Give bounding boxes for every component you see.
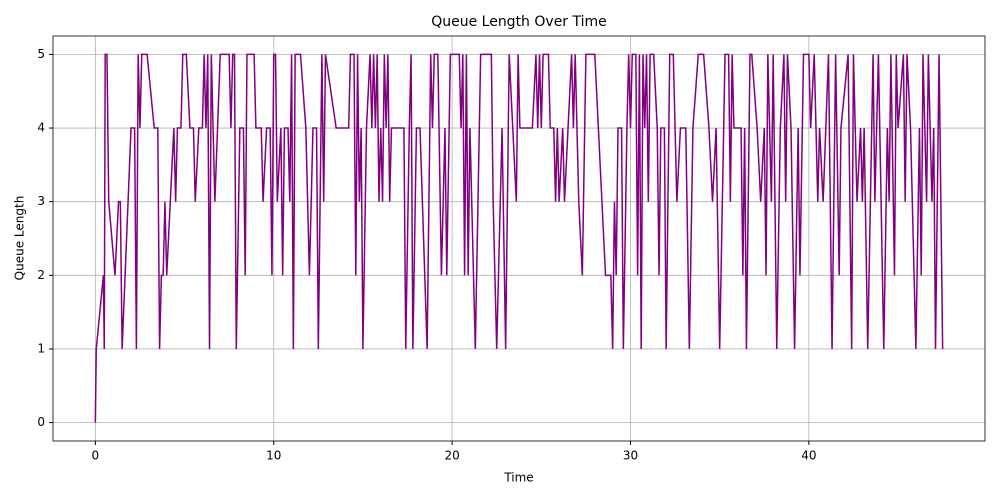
chart-title: Queue Length Over Time	[431, 14, 607, 30]
y-tick-label: 2	[37, 268, 45, 282]
x-tick-label: 10	[266, 449, 281, 463]
y-tick-label: 1	[37, 341, 45, 355]
plot-frame	[52, 35, 986, 442]
y-tick-label: 0	[37, 415, 45, 429]
y-axis-label: Queue Length	[13, 196, 27, 281]
y-tick-label: 4	[37, 121, 45, 135]
y-tick-label: 5	[37, 47, 45, 61]
data-line	[94, 53, 944, 423]
x-tick-label: 40	[801, 449, 816, 463]
x-tick-label: 0	[92, 449, 100, 463]
y-tick-label: 3	[37, 194, 45, 208]
x-axis-label: Time	[503, 471, 533, 485]
x-tick-label: 20	[444, 449, 459, 463]
x-tick-label: 30	[623, 449, 638, 463]
